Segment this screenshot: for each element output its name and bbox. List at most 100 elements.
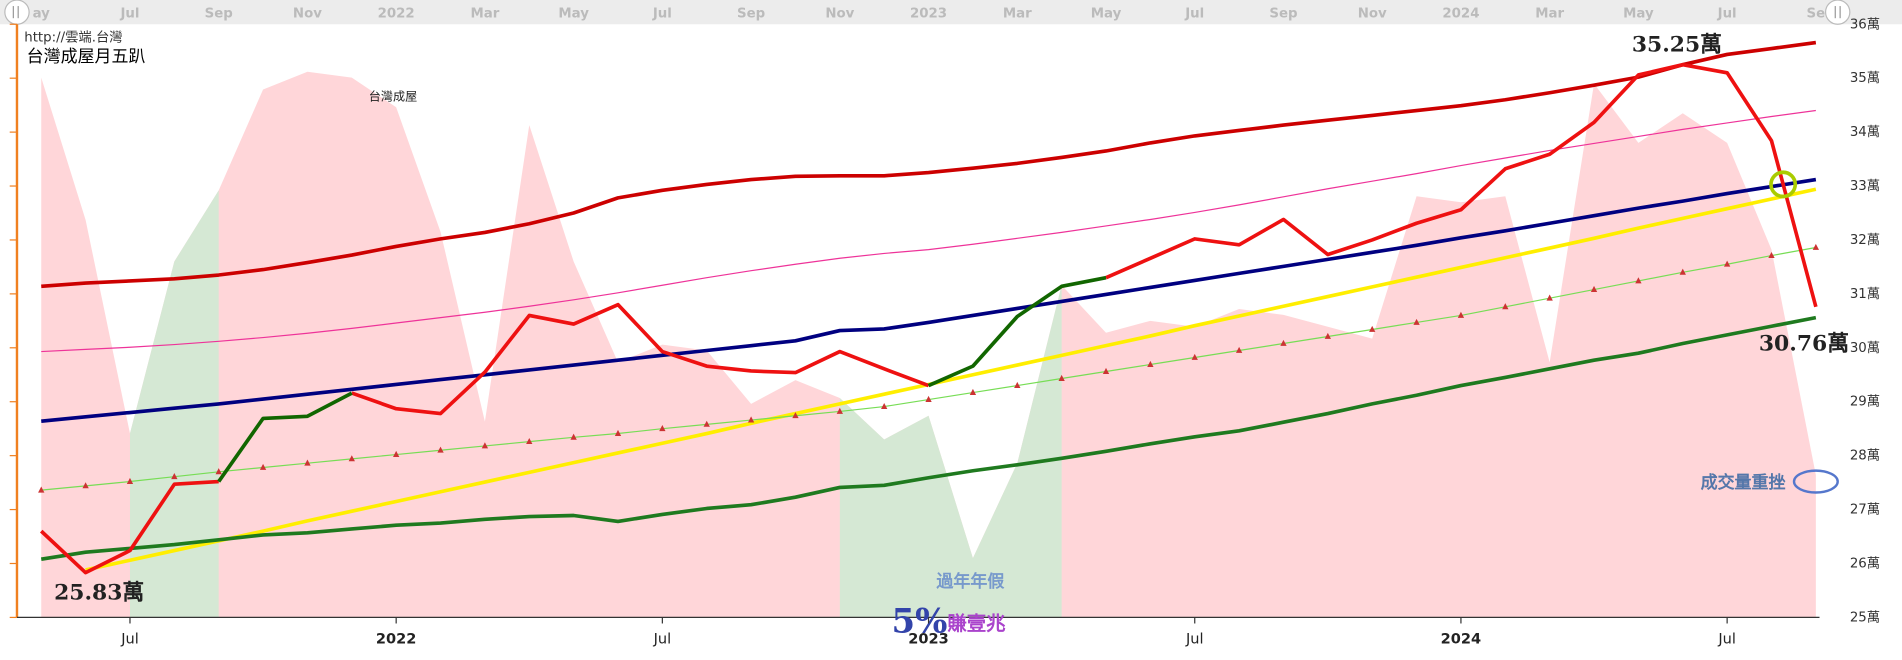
marker bbox=[1369, 325, 1376, 332]
marker bbox=[703, 420, 710, 427]
marker bbox=[1590, 285, 1598, 292]
x-tick-label: Jul bbox=[120, 630, 139, 647]
volume-area bbox=[839, 285, 1062, 618]
navigator-label: Sep bbox=[1269, 6, 1297, 21]
marker bbox=[304, 459, 311, 466]
y-tick-label: 34萬 bbox=[1850, 124, 1880, 140]
navigator-handle[interactable] bbox=[4, 0, 30, 25]
series-line bbox=[217, 275, 1107, 483]
x-tick-label: 2023 bbox=[908, 630, 949, 647]
marker bbox=[570, 433, 577, 440]
series-line bbox=[39, 62, 1818, 575]
marker bbox=[526, 437, 533, 445]
navigator-label: 2022 bbox=[378, 6, 415, 21]
marker bbox=[1812, 243, 1820, 250]
marker bbox=[1058, 374, 1065, 381]
marker bbox=[1502, 303, 1509, 310]
marker bbox=[481, 442, 489, 449]
series-line bbox=[41, 177, 1817, 423]
marker bbox=[1457, 311, 1465, 318]
marker bbox=[348, 455, 355, 462]
y-tick-label: 28萬 bbox=[1850, 448, 1880, 464]
marker bbox=[1280, 339, 1287, 346]
y-tick-label: 31萬 bbox=[1850, 286, 1880, 302]
series-line bbox=[40, 315, 1817, 561]
y-tick-label: 36萬 bbox=[1850, 16, 1880, 32]
navigator-label: Jul bbox=[652, 6, 672, 21]
value-label: 35.25萬 bbox=[1632, 32, 1722, 57]
navigator-label: 2023 bbox=[910, 6, 947, 21]
series-line bbox=[41, 109, 1816, 353]
navigator-label: 2024 bbox=[1442, 6, 1479, 21]
source: http://雲端.台灣 bbox=[24, 30, 122, 46]
y-tick-label: 35萬 bbox=[1850, 70, 1880, 86]
marker bbox=[259, 463, 267, 470]
marker bbox=[38, 486, 45, 493]
marker bbox=[126, 477, 134, 484]
navigator-label: Jul bbox=[1184, 6, 1204, 21]
marker bbox=[1235, 346, 1243, 353]
marker bbox=[1679, 268, 1686, 275]
navigator-label: Mar bbox=[1003, 6, 1032, 21]
marker bbox=[969, 388, 977, 395]
highlight-circle bbox=[1769, 170, 1798, 199]
marker bbox=[881, 402, 888, 410]
navigator-label: ay bbox=[33, 6, 51, 21]
navigator bbox=[0, 0, 1902, 25]
marker bbox=[792, 412, 799, 419]
marker bbox=[614, 429, 622, 436]
volume-area bbox=[129, 190, 219, 618]
navigator-label: Jul bbox=[1717, 6, 1737, 21]
navigator-label: May bbox=[558, 6, 589, 21]
x-tick-label: 2022 bbox=[376, 630, 416, 647]
series-line bbox=[41, 40, 1817, 289]
annotation: 賺壹兆 bbox=[947, 612, 1006, 635]
annotation: 成交量重挫 bbox=[1701, 472, 1786, 493]
navigator-label: Mar bbox=[470, 6, 499, 21]
x-tick-label: Jul bbox=[653, 630, 672, 647]
chart-title: 台灣成屋月五趴 bbox=[27, 47, 146, 67]
marker bbox=[747, 416, 755, 423]
highlight-ellipse bbox=[1792, 469, 1839, 494]
navigator-label: Sep bbox=[737, 6, 765, 21]
marker bbox=[1635, 277, 1642, 284]
plot bbox=[38, 40, 1820, 618]
marker bbox=[82, 482, 89, 489]
legend-label: 台灣成屋 bbox=[369, 89, 418, 104]
marker bbox=[925, 395, 932, 402]
marker bbox=[1191, 353, 1198, 360]
marker bbox=[1014, 381, 1021, 388]
navigator-labels: ay Jul Sep Nov 2022 Mar May Jul Sep Nov 2023 Mar May… bbox=[33, 6, 1826, 21]
navigator-handle[interactable] bbox=[1824, 0, 1851, 25]
x-tick-label: Jul bbox=[1717, 630, 1736, 647]
marker bbox=[836, 407, 843, 414]
navigator-label: Mar bbox=[1535, 6, 1564, 21]
x-tick-label: Jul bbox=[1185, 630, 1204, 647]
marker bbox=[1723, 260, 1731, 267]
annotation: 過年年假 bbox=[936, 571, 1004, 592]
marker bbox=[659, 425, 666, 432]
marker bbox=[1147, 360, 1154, 367]
x-tick-label: 2024 bbox=[1441, 630, 1482, 647]
marker bbox=[393, 450, 400, 457]
y-tick-label: 33萬 bbox=[1850, 178, 1880, 194]
navigator-label: Nov bbox=[825, 6, 854, 21]
y-tick-label: 29萬 bbox=[1850, 394, 1880, 410]
marker bbox=[1768, 251, 1775, 259]
marker bbox=[171, 473, 178, 480]
annotation: 5% bbox=[892, 601, 948, 641]
y-tick-label: 32萬 bbox=[1850, 232, 1880, 248]
navigator-label: Se bbox=[1807, 6, 1826, 21]
marker bbox=[1413, 318, 1420, 325]
navigator-label: Jul bbox=[119, 6, 139, 21]
navigator-label: Sep bbox=[205, 6, 233, 21]
value-label: 30.76萬 bbox=[1759, 331, 1849, 356]
y-tick-label: 30萬 bbox=[1850, 340, 1880, 356]
value-label: 25.83萬 bbox=[54, 580, 144, 605]
series-line bbox=[85, 187, 1817, 572]
marker bbox=[1324, 332, 1331, 339]
y-tick-label: 27萬 bbox=[1850, 502, 1880, 518]
